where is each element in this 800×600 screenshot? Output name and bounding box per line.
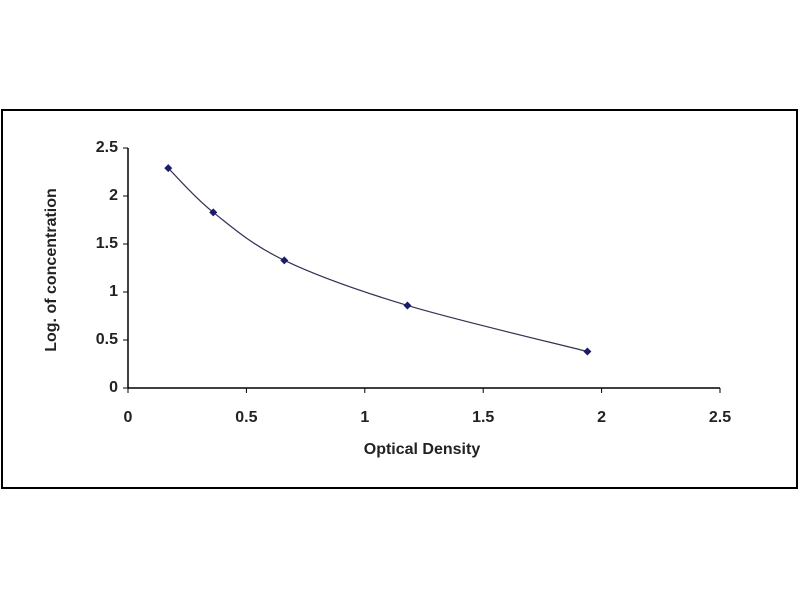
y-tick-label: 1 [109, 283, 118, 300]
x-tick-label: 1.5 [472, 409, 494, 426]
x-axis-label: Optical Density [364, 441, 481, 458]
y-tick-label: 0 [109, 379, 118, 396]
marker [583, 347, 592, 356]
x-tick-label: 0.5 [235, 409, 257, 426]
marker [403, 301, 412, 310]
marker [164, 164, 173, 173]
y-tick-label: 0.5 [96, 331, 118, 348]
chart-frame [1, 109, 798, 489]
marker [209, 208, 218, 217]
x-tick-label: 2.5 [709, 409, 731, 426]
curve [167, 167, 588, 353]
marker [280, 256, 289, 265]
x-tick-label: 0 [124, 409, 133, 426]
y-tick-label: 1.5 [96, 235, 118, 252]
y-tick-label: 2 [109, 187, 118, 204]
y-axis-label: Log. of concentration [43, 188, 60, 352]
y-tick-label: 2.5 [96, 139, 118, 156]
x-tick-label: 2 [597, 409, 606, 426]
x-tick-label: 1 [360, 409, 369, 426]
